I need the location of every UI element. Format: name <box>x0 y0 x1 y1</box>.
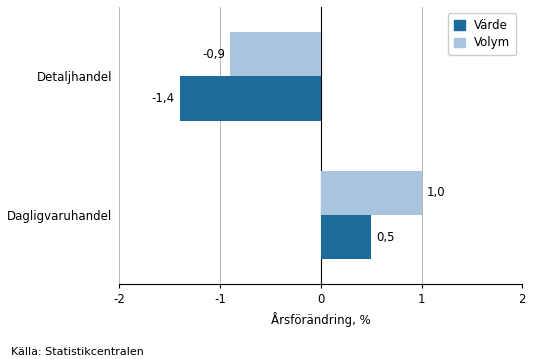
Text: 1,0: 1,0 <box>426 186 445 199</box>
Text: -0,9: -0,9 <box>202 48 225 61</box>
Bar <box>180 76 321 121</box>
Bar <box>321 171 422 215</box>
Legend: Värde, Volym: Värde, Volym <box>448 13 516 55</box>
Text: Källa: Statistikcentralen: Källa: Statistikcentralen <box>11 348 143 358</box>
Bar <box>230 32 321 76</box>
X-axis label: Årsförändring, %: Årsförändring, % <box>271 312 370 327</box>
Text: 0,5: 0,5 <box>376 231 394 244</box>
Text: -1,4: -1,4 <box>151 92 175 105</box>
Bar <box>321 215 371 260</box>
